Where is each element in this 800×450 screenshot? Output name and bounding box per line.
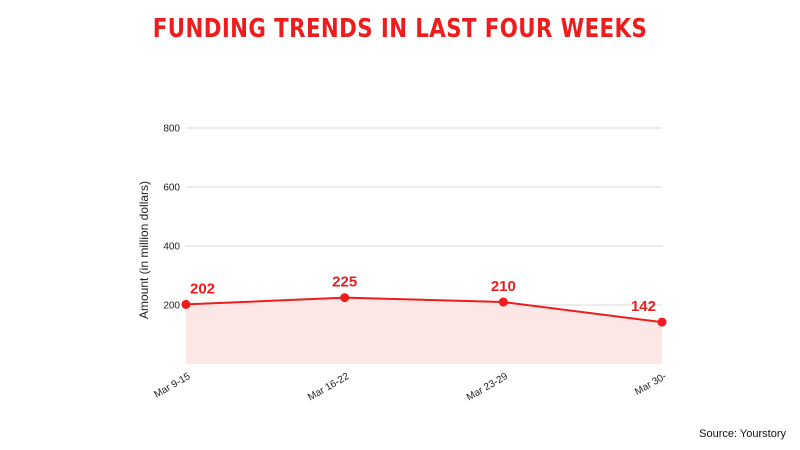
- data-label-3: 210: [491, 278, 516, 295]
- series-line: [185, 296, 663, 324]
- data-labels: 202 225 210 142: [190, 274, 656, 315]
- y-tick-labels: 200 400 600 800: [163, 124, 180, 312]
- area-fill: [186, 297, 662, 364]
- x-tick-1: Mar 9-15: [152, 371, 193, 401]
- x-tick-labels: Mar 9-15 Mar 16-22 Mar 23-29 Mar 30-: [152, 371, 668, 404]
- y-tick-800: 800: [163, 124, 180, 135]
- y-axis-label: Amount (in million dollars): [137, 181, 151, 319]
- data-label-2: 225: [332, 274, 357, 291]
- y-tick-600: 600: [163, 183, 180, 194]
- data-label-1: 202: [190, 280, 215, 297]
- x-tick-2: Mar 16-22: [306, 371, 351, 404]
- chart-title: FUNDING TRENDS IN LAST FOUR WEEKS: [152, 14, 648, 44]
- x-tick-4: Mar 30-: [633, 371, 668, 398]
- data-point-4: [657, 317, 667, 327]
- y-tick-400: 400: [163, 242, 180, 253]
- data-points: [181, 293, 667, 327]
- x-tick-3: Mar 23-29: [465, 371, 510, 404]
- data-point-1: [181, 299, 191, 309]
- data-point-3: [498, 297, 508, 307]
- gridlines: [186, 127, 662, 306]
- source-note: Source: Yourstory: [699, 428, 786, 440]
- data-point-2: [340, 293, 350, 303]
- data-label-4: 142: [631, 298, 656, 315]
- y-tick-200: 200: [163, 301, 180, 312]
